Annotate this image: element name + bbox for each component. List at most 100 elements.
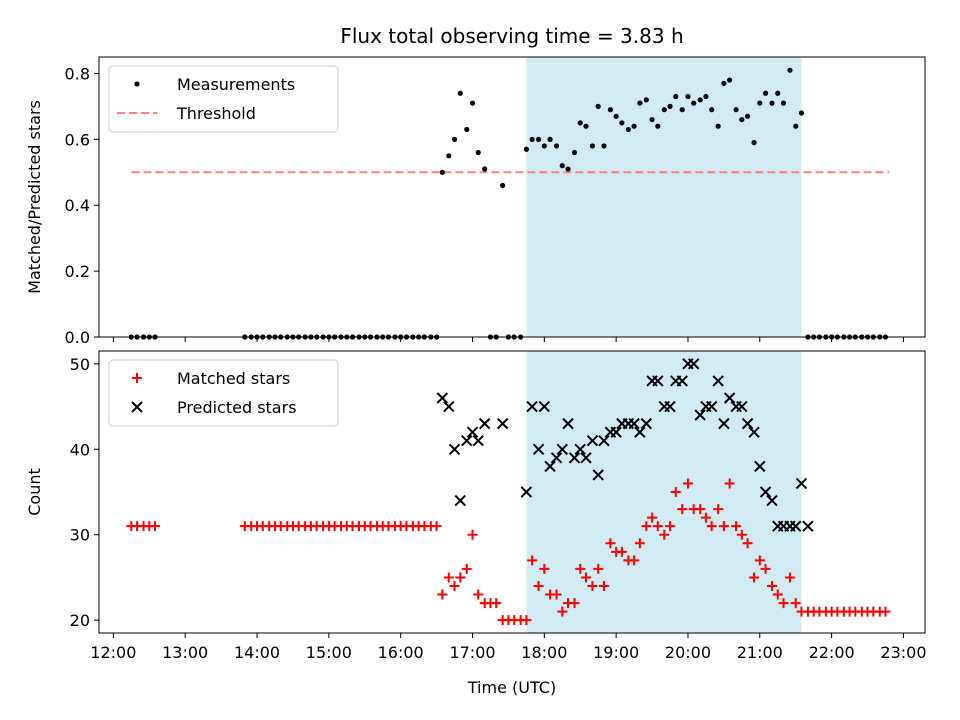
data-point <box>655 123 661 129</box>
data-point <box>798 110 805 116</box>
data-point <box>586 435 599 447</box>
data-point <box>500 182 506 189</box>
x-tick-label: 17:00 <box>449 643 495 662</box>
data-point <box>593 563 604 574</box>
data-point <box>769 100 775 106</box>
data-point <box>598 581 609 591</box>
data-point <box>643 97 649 103</box>
data-point <box>535 136 542 142</box>
data-point <box>795 477 808 490</box>
data-point <box>700 512 711 523</box>
legend-entry-label: Predicted stars <box>177 398 297 417</box>
data-point <box>631 123 637 129</box>
data-point <box>760 563 771 574</box>
y-tick-label: 20 <box>70 611 90 630</box>
data-point <box>601 143 607 149</box>
data-point <box>443 572 454 583</box>
observing-span <box>526 57 802 337</box>
data-point <box>741 417 754 430</box>
data-point <box>475 149 481 156</box>
data-point <box>589 143 596 149</box>
data-point <box>772 589 783 600</box>
data-point <box>446 153 452 159</box>
data-point <box>751 140 757 146</box>
x-tick-label: 23:00 <box>880 643 926 662</box>
y-tick-label: 40 <box>70 440 90 459</box>
data-point <box>461 563 472 574</box>
data-point <box>587 581 598 591</box>
data-point <box>457 90 463 96</box>
data-point <box>568 452 581 464</box>
data-point <box>619 120 625 126</box>
data-point <box>880 606 891 617</box>
data-point <box>569 598 580 609</box>
data-point <box>634 538 645 549</box>
legend-entry-label: Threshold <box>176 104 256 123</box>
data-point <box>436 392 449 404</box>
observing-span <box>526 351 802 633</box>
data-point <box>744 113 751 119</box>
data-point <box>641 521 652 532</box>
data-point <box>629 555 640 566</box>
y-tick-label: 30 <box>70 526 90 545</box>
data-point <box>544 460 556 473</box>
data-point <box>574 443 586 455</box>
data-point <box>437 589 448 600</box>
data-point <box>625 126 631 133</box>
data-point <box>802 520 814 532</box>
x-tick-label: 20:00 <box>665 643 711 662</box>
data-point <box>685 93 691 100</box>
data-point <box>472 435 484 447</box>
data-point <box>439 169 445 175</box>
data-point <box>443 400 455 413</box>
x-tick-label: 13:00 <box>162 643 208 662</box>
data-point <box>652 521 663 532</box>
data-point <box>523 146 529 152</box>
data-point <box>449 581 460 591</box>
y-tick-label: 0.6 <box>65 130 90 149</box>
x-tick-label: 21:00 <box>737 643 783 662</box>
data-point <box>464 126 470 133</box>
data-point <box>775 90 781 96</box>
data-point <box>580 452 592 464</box>
legend-box <box>108 65 339 133</box>
data-point <box>780 100 787 106</box>
data-point <box>640 417 653 430</box>
data-point <box>715 123 721 129</box>
data-point <box>454 494 466 507</box>
data-point <box>759 486 772 498</box>
y-tick-label: 0.4 <box>65 196 90 215</box>
data-point <box>467 529 478 540</box>
data-point <box>754 555 765 566</box>
data-point <box>538 400 551 413</box>
legend: Matched stars Predicted stars <box>108 359 339 427</box>
data-point <box>712 375 724 387</box>
data-point <box>703 93 709 100</box>
data-point <box>628 417 640 430</box>
count-panel: 12:00 13:00 14:00 15:00 16:00 17:00 18:00 19:00… <box>25 350 927 662</box>
data-point <box>605 538 616 549</box>
data-point <box>705 400 718 413</box>
data-point <box>466 426 479 438</box>
x-tick-label: 19:00 <box>593 643 639 662</box>
series-matched-stars <box>126 478 891 626</box>
data-point <box>748 426 760 438</box>
data-point <box>556 443 568 455</box>
plot-frame <box>98 56 926 338</box>
data-point <box>647 512 658 523</box>
data-point <box>533 581 544 591</box>
data-point <box>790 520 802 532</box>
data-point <box>577 120 583 126</box>
data-point <box>754 460 766 473</box>
data-point <box>709 107 715 113</box>
plot-frame <box>98 350 926 634</box>
y-axis-label: Count <box>25 468 44 516</box>
legend-swatch <box>134 81 140 87</box>
data-point <box>649 116 655 123</box>
data-point <box>521 615 532 626</box>
data-point <box>787 67 793 73</box>
data-point <box>613 113 619 119</box>
data-point <box>677 504 688 515</box>
data-point <box>580 572 591 583</box>
